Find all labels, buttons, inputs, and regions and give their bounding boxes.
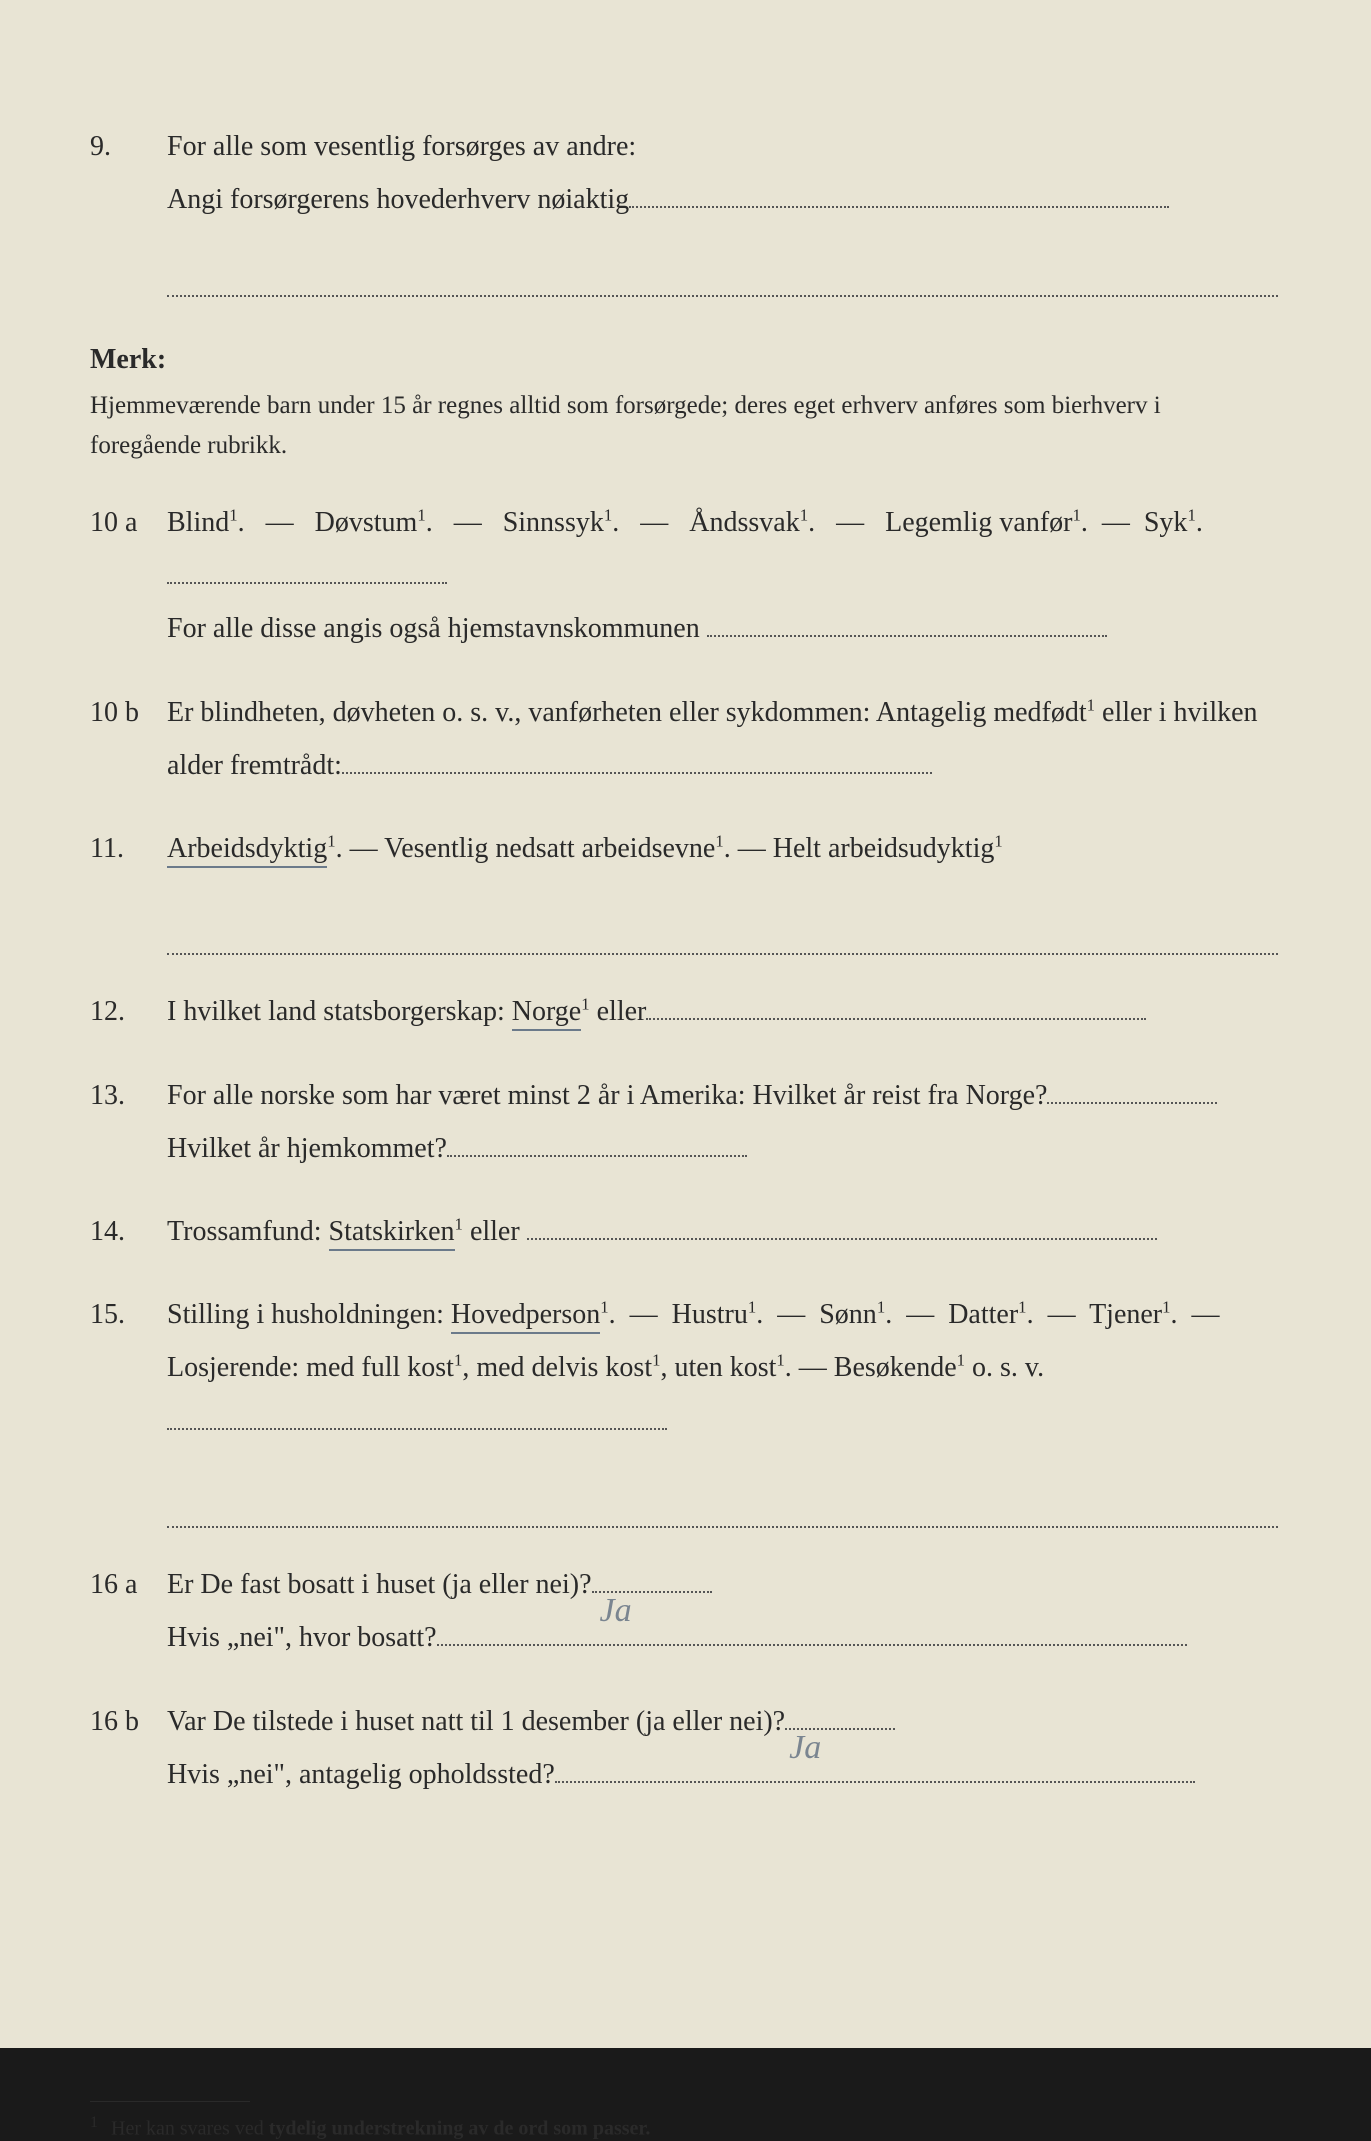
opt: Legemlig vanfør <box>885 507 1072 538</box>
question-number: 13. <box>90 1069 160 1122</box>
opt: Sønn <box>819 1299 877 1330</box>
question-body: Arbeidsdyktig1. — Vesentlig nedsatt arbe… <box>167 822 1278 956</box>
text: Losjerende: med full kost <box>167 1352 454 1383</box>
question-number: 14. <box>90 1205 160 1258</box>
question-body: Er De fast bosatt i huset (ja eller nei)… <box>167 1558 1278 1664</box>
opt: Datter <box>948 1299 1018 1330</box>
footnote-bold: tydelig understrekning av de ord som pas… <box>269 2118 651 2140</box>
text: o. s. v. <box>965 1352 1044 1383</box>
text: Besøkende <box>834 1352 957 1383</box>
question-number: 15. <box>90 1288 160 1341</box>
opt-selected: Arbeidsdyktig <box>167 833 327 868</box>
footnote-text: Her kan svares ved <box>111 2118 269 2140</box>
merk-label: Merk: <box>90 333 185 386</box>
footnote-number: 1 <box>90 2114 98 2131</box>
opt: Åndssvak <box>689 507 799 538</box>
text: Stilling i husholdningen: <box>167 1299 451 1330</box>
footnote: 1 Her kan svares ved tydelig understrekn… <box>90 2114 1281 2141</box>
text: eller <box>463 1216 520 1247</box>
text: Hvis „nei", hvor bosatt? <box>167 1622 437 1653</box>
question-body: Trossamfund: Statskirken1 eller <box>167 1205 1278 1258</box>
opt: Hustru <box>672 1299 748 1330</box>
question-number: 12. <box>90 985 160 1038</box>
question-9: 9. For alle som vesentlig forsørges av a… <box>90 120 1281 297</box>
question-body: Stilling i husholdningen: Hovedperson1. … <box>167 1288 1278 1528</box>
question-number: 10 b <box>90 686 160 739</box>
opt-selected: Hovedperson <box>451 1299 600 1334</box>
note-merk: Merk: Hjemmeværende barn under 15 år reg… <box>90 333 1281 466</box>
question-body: For alle norske som har været minst 2 år… <box>167 1069 1278 1175</box>
text: For alle norske som har været minst 2 år… <box>167 1080 1047 1111</box>
question-number: 16 b <box>90 1695 160 1748</box>
opt: Døvstum <box>315 507 418 538</box>
text: , uten kost <box>660 1352 776 1383</box>
q10a-line2: For alle disse angis også hjemstavnskomm… <box>167 613 700 644</box>
text: Var De tilstede i huset natt til 1 desem… <box>167 1706 785 1737</box>
question-body: Blind1. — Døvstum1. — Sinnssyk1. — Åndss… <box>167 496 1278 656</box>
text: , med delvis kost <box>462 1352 652 1383</box>
question-number: 11. <box>90 822 160 875</box>
opt: Syk <box>1144 507 1188 538</box>
opt-selected: Norge <box>512 996 581 1031</box>
question-14: 14. Trossamfund: Statskirken1 eller <box>90 1205 1281 1258</box>
opt: Tjener <box>1089 1299 1162 1330</box>
q9-line1: For alle som vesentlig forsørges av andr… <box>167 131 636 162</box>
opt: Blind <box>167 507 229 538</box>
question-body: Var De tilstede i huset natt til 1 desem… <box>167 1695 1278 1801</box>
opt-selected: Statskirken <box>329 1216 455 1251</box>
question-15: 15. Stilling i husholdningen: Hovedperso… <box>90 1288 1281 1528</box>
question-body: For alle som vesentlig forsørges av andr… <box>167 120 1278 297</box>
text: eller <box>590 996 647 1027</box>
question-body: I hvilket land statsborgerskap: Norge1 e… <box>167 985 1278 1038</box>
question-16b: 16 b Var De tilstede i huset natt til 1 … <box>90 1695 1281 1801</box>
question-number: 16 a <box>90 1558 160 1611</box>
q9-line2: Angi forsørgerens hovederhverv nøiaktig <box>167 184 629 215</box>
question-10b: 10 b Er blindheten, døvheten o. s. v., v… <box>90 686 1281 792</box>
opt: Vesentlig nedsatt arbeidsevne <box>384 833 715 864</box>
question-12: 12. I hvilket land statsborgerskap: Norg… <box>90 985 1281 1038</box>
opt: Helt arbeidsudyktig <box>773 833 995 864</box>
footnote-separator <box>90 2101 250 2102</box>
handwritten-answer: Ja <box>600 1579 632 1644</box>
merk-text: Hjemmeværende barn under 15 år regnes al… <box>90 386 1181 466</box>
handwritten-answer: Ja <box>789 1716 821 1781</box>
text: Er blindheten, døvheten o. s. v., vanfør… <box>167 697 1087 728</box>
question-number: 9. <box>90 120 160 173</box>
question-16a: 16 a Er De fast bosatt i huset (ja eller… <box>90 1558 1281 1664</box>
question-10a: 10 a Blind1. — Døvstum1. — Sinnssyk1. — … <box>90 496 1281 656</box>
text: I hvilket land statsborgerskap: <box>167 996 512 1027</box>
question-body: Er blindheten, døvheten o. s. v., vanfør… <box>167 686 1278 792</box>
text: Trossamfund: <box>167 1216 329 1247</box>
question-13: 13. For alle norske som har været minst … <box>90 1069 1281 1175</box>
question-number: 10 a <box>90 496 160 549</box>
text: Hvis „nei", antagelig opholdssted? <box>167 1759 555 1790</box>
text: Hvilket år hjemkommet? <box>167 1133 447 1164</box>
opt: Sinnssyk <box>503 507 604 538</box>
question-11: 11. Arbeidsdyktig1. — Vesentlig nedsatt … <box>90 822 1281 956</box>
document-page: 9. For alle som vesentlig forsørges av a… <box>0 0 1371 2048</box>
text: Er De fast bosatt i huset (ja eller nei)… <box>167 1569 592 1600</box>
